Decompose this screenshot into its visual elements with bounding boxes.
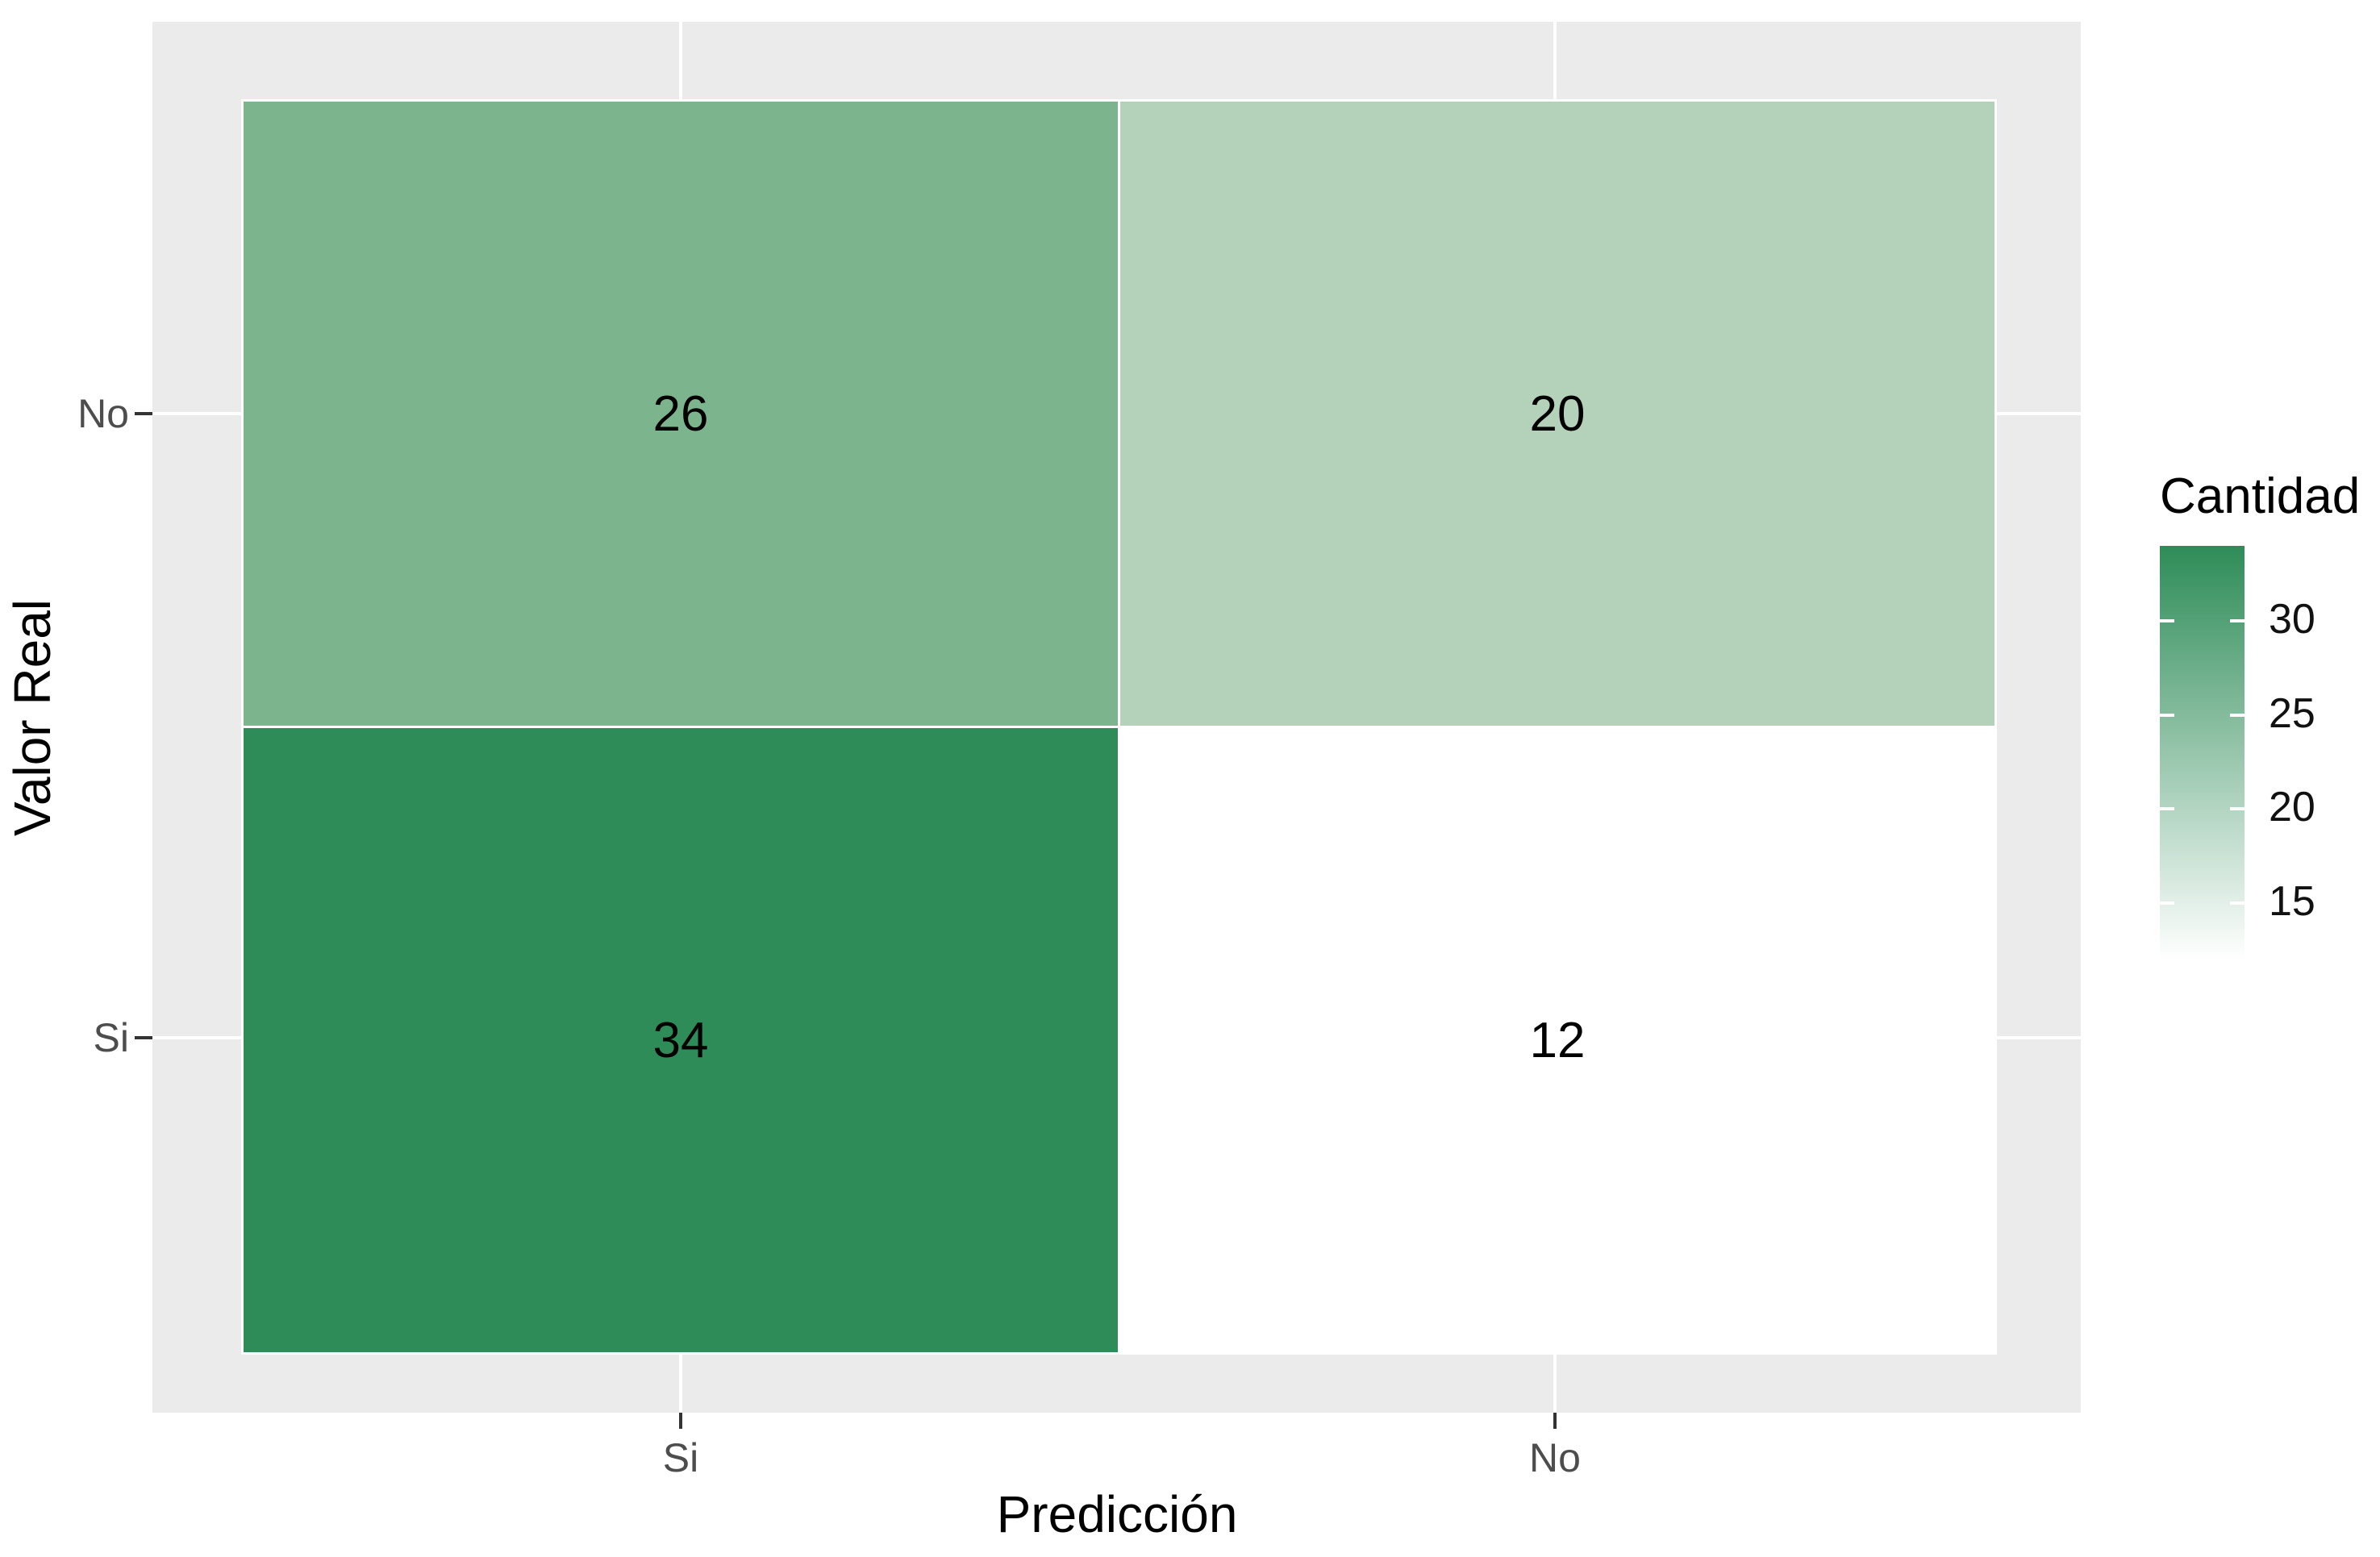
legend: Cantidad 30 25 20 15 xyxy=(2160,472,2380,1439)
y-axis-title: Valor Real xyxy=(3,598,61,837)
cell-value: 34 xyxy=(652,1012,709,1068)
legend-tick-dash xyxy=(2160,619,2174,622)
gridline-segment xyxy=(152,1036,241,1039)
x-tick-label-si: Si xyxy=(662,1435,699,1480)
heatmap-tiles: 26 20 34 12 xyxy=(241,99,1997,1355)
legend-tick-dash xyxy=(2230,807,2245,810)
y-axis-tick-mark xyxy=(135,412,152,415)
legend-tick-label-15: 15 xyxy=(2269,878,2315,925)
cell-value: 26 xyxy=(652,385,709,442)
cell-real-no-pred-si: 26 xyxy=(244,102,1118,726)
gridline-segment xyxy=(1553,22,1557,99)
gridline-segment xyxy=(1997,412,2081,415)
legend-tick-dash xyxy=(2160,901,2174,905)
x-axis-tick-mark xyxy=(1553,1413,1557,1429)
x-axis-tick-mark xyxy=(679,1413,682,1429)
legend-tick-dash xyxy=(2230,901,2245,905)
y-tick-label-no: No xyxy=(77,391,129,436)
x-axis-title: Predicción xyxy=(996,1485,1238,1543)
y-axis-tick-mark xyxy=(135,1036,152,1039)
y-tick-label-si: Si xyxy=(93,1015,129,1060)
legend-tick-dash xyxy=(2160,714,2174,717)
gridline-segment xyxy=(152,412,241,415)
legend-tick-label-20: 20 xyxy=(2269,784,2315,831)
gridline-segment xyxy=(1997,1036,2081,1039)
legend-title: Cantidad xyxy=(2160,468,2361,524)
cell-real-si-pred-no: 12 xyxy=(1120,728,1994,1352)
cell-value: 12 xyxy=(1529,1012,1586,1068)
legend-tick-dash xyxy=(2230,619,2245,622)
gridline-segment xyxy=(1553,1355,1557,1413)
cell-real-no-pred-no: 20 xyxy=(1120,102,1994,726)
legend-tick-dash xyxy=(2230,714,2245,717)
legend-gradient-bar xyxy=(2160,546,2245,960)
gridline-segment xyxy=(679,1355,682,1413)
legend-tick-dash xyxy=(2160,807,2174,810)
plot-panel: 26 20 34 12 xyxy=(135,22,2081,1429)
legend-tick-label-25: 25 xyxy=(2269,690,2315,737)
cell-value: 20 xyxy=(1529,385,1586,442)
cell-real-si-pred-si: 34 xyxy=(244,728,1118,1352)
gridline-segment xyxy=(679,22,682,99)
legend-tick-label-30: 30 xyxy=(2269,596,2315,643)
x-tick-label-no: No xyxy=(1529,1435,1581,1480)
